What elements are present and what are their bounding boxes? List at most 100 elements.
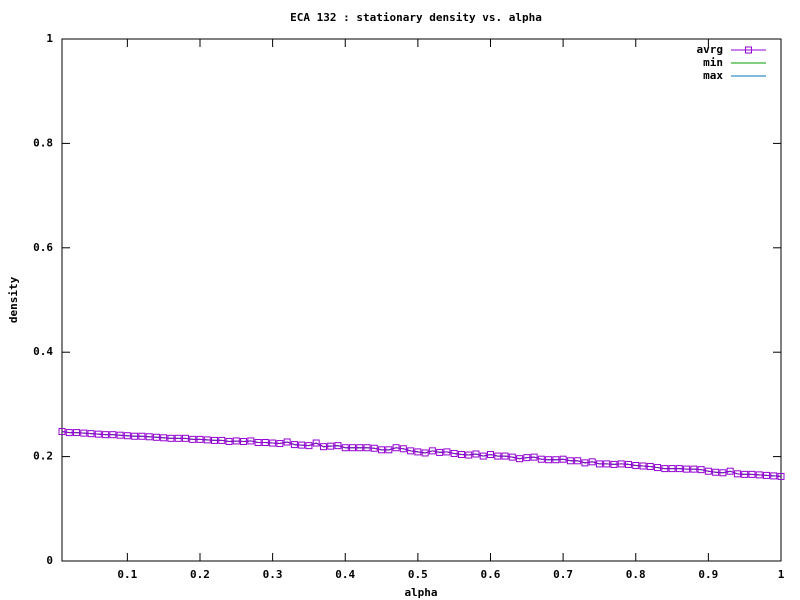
point-marker (131, 432, 139, 440)
y-tick-label: 0.4 (33, 345, 53, 358)
point-marker (189, 435, 197, 443)
point-marker (516, 455, 524, 463)
x-tick-label: 0.2 (190, 568, 210, 581)
point-marker (116, 431, 124, 439)
point-marker (65, 429, 73, 437)
point-marker (545, 456, 553, 464)
x-tick-label: 0.4 (335, 568, 355, 581)
series-line (61, 431, 782, 477)
point-marker (428, 447, 436, 455)
point-marker (240, 437, 248, 445)
point-marker (211, 436, 219, 444)
point-marker (559, 455, 567, 463)
point-marker (312, 439, 320, 447)
x-tick-label: 0.1 (117, 568, 137, 581)
point-marker (290, 441, 298, 449)
point-marker (218, 436, 226, 444)
legend-label: min (703, 56, 723, 69)
point-marker (457, 451, 465, 459)
x-axis-label: alpha (404, 586, 437, 599)
point-marker (203, 436, 211, 444)
y-axis-label: density (7, 276, 20, 323)
point-marker (254, 439, 262, 447)
point-marker (465, 451, 473, 459)
point-marker (479, 452, 487, 460)
y-tick-label: 0.2 (33, 450, 53, 463)
point-marker (552, 456, 560, 464)
point-marker (392, 444, 400, 452)
point-marker (167, 434, 175, 442)
point-marker (385, 446, 393, 454)
point-marker (581, 459, 589, 467)
y-tick-label: 1 (46, 32, 53, 45)
point-marker (777, 472, 785, 480)
point-marker (675, 465, 683, 473)
point-marker (603, 460, 611, 468)
point-marker (276, 440, 284, 448)
point-marker (610, 460, 618, 468)
x-tick-label: 0.9 (698, 568, 718, 581)
point-marker (73, 429, 81, 437)
x-tick-label: 0.5 (408, 568, 428, 581)
point-marker (370, 444, 378, 452)
point-marker (356, 444, 364, 452)
point-marker (632, 461, 640, 469)
point-marker (145, 433, 153, 441)
point-marker (508, 453, 516, 461)
legend-marker (745, 46, 752, 54)
point-marker (726, 467, 734, 475)
point-marker (305, 442, 313, 450)
point-marker (733, 470, 741, 478)
point-marker (501, 452, 509, 460)
plot-frame (61, 38, 782, 562)
point-marker (225, 437, 233, 445)
point-marker (378, 446, 386, 454)
point-marker (436, 448, 444, 456)
point-marker (646, 463, 654, 471)
point-marker (399, 445, 407, 453)
point-marker (704, 467, 712, 475)
point-marker (668, 465, 676, 473)
point-marker (174, 434, 182, 442)
point-marker (661, 465, 669, 473)
point-marker (341, 444, 349, 452)
point-marker (741, 470, 749, 478)
x-tick-label: 1 (778, 568, 785, 581)
legend-label: avrg (697, 43, 724, 56)
point-marker (624, 460, 632, 468)
point-marker (407, 447, 415, 455)
point-marker (472, 450, 480, 458)
x-tick-label: 0.8 (626, 568, 646, 581)
point-marker (319, 443, 327, 451)
point-marker (450, 449, 458, 457)
point-marker (94, 430, 102, 438)
point-marker (697, 466, 705, 474)
y-tick-label: 0.6 (33, 241, 53, 254)
legend-label: max (703, 69, 723, 82)
point-marker (414, 448, 422, 456)
point-marker (537, 455, 545, 463)
point-marker (80, 429, 88, 437)
point-marker (138, 432, 146, 440)
point-marker (486, 451, 494, 459)
point-marker (770, 472, 778, 480)
point-marker (712, 468, 720, 476)
x-tick-label: 0.6 (481, 568, 501, 581)
x-tick-label: 0.7 (553, 568, 573, 581)
point-marker (283, 438, 291, 446)
x-tick-label: 0.3 (263, 568, 283, 581)
point-marker (109, 431, 117, 439)
point-marker (566, 457, 574, 465)
point-marker (755, 471, 763, 479)
point-marker (102, 431, 110, 439)
point-marker (639, 462, 647, 470)
point-marker (160, 434, 168, 442)
point-marker (247, 437, 255, 445)
point-marker (523, 454, 531, 462)
point-marker (588, 458, 596, 466)
point-marker (719, 469, 727, 477)
point-marker (181, 434, 189, 442)
point-marker (494, 452, 502, 460)
y-tick-label: 0.8 (33, 136, 53, 149)
